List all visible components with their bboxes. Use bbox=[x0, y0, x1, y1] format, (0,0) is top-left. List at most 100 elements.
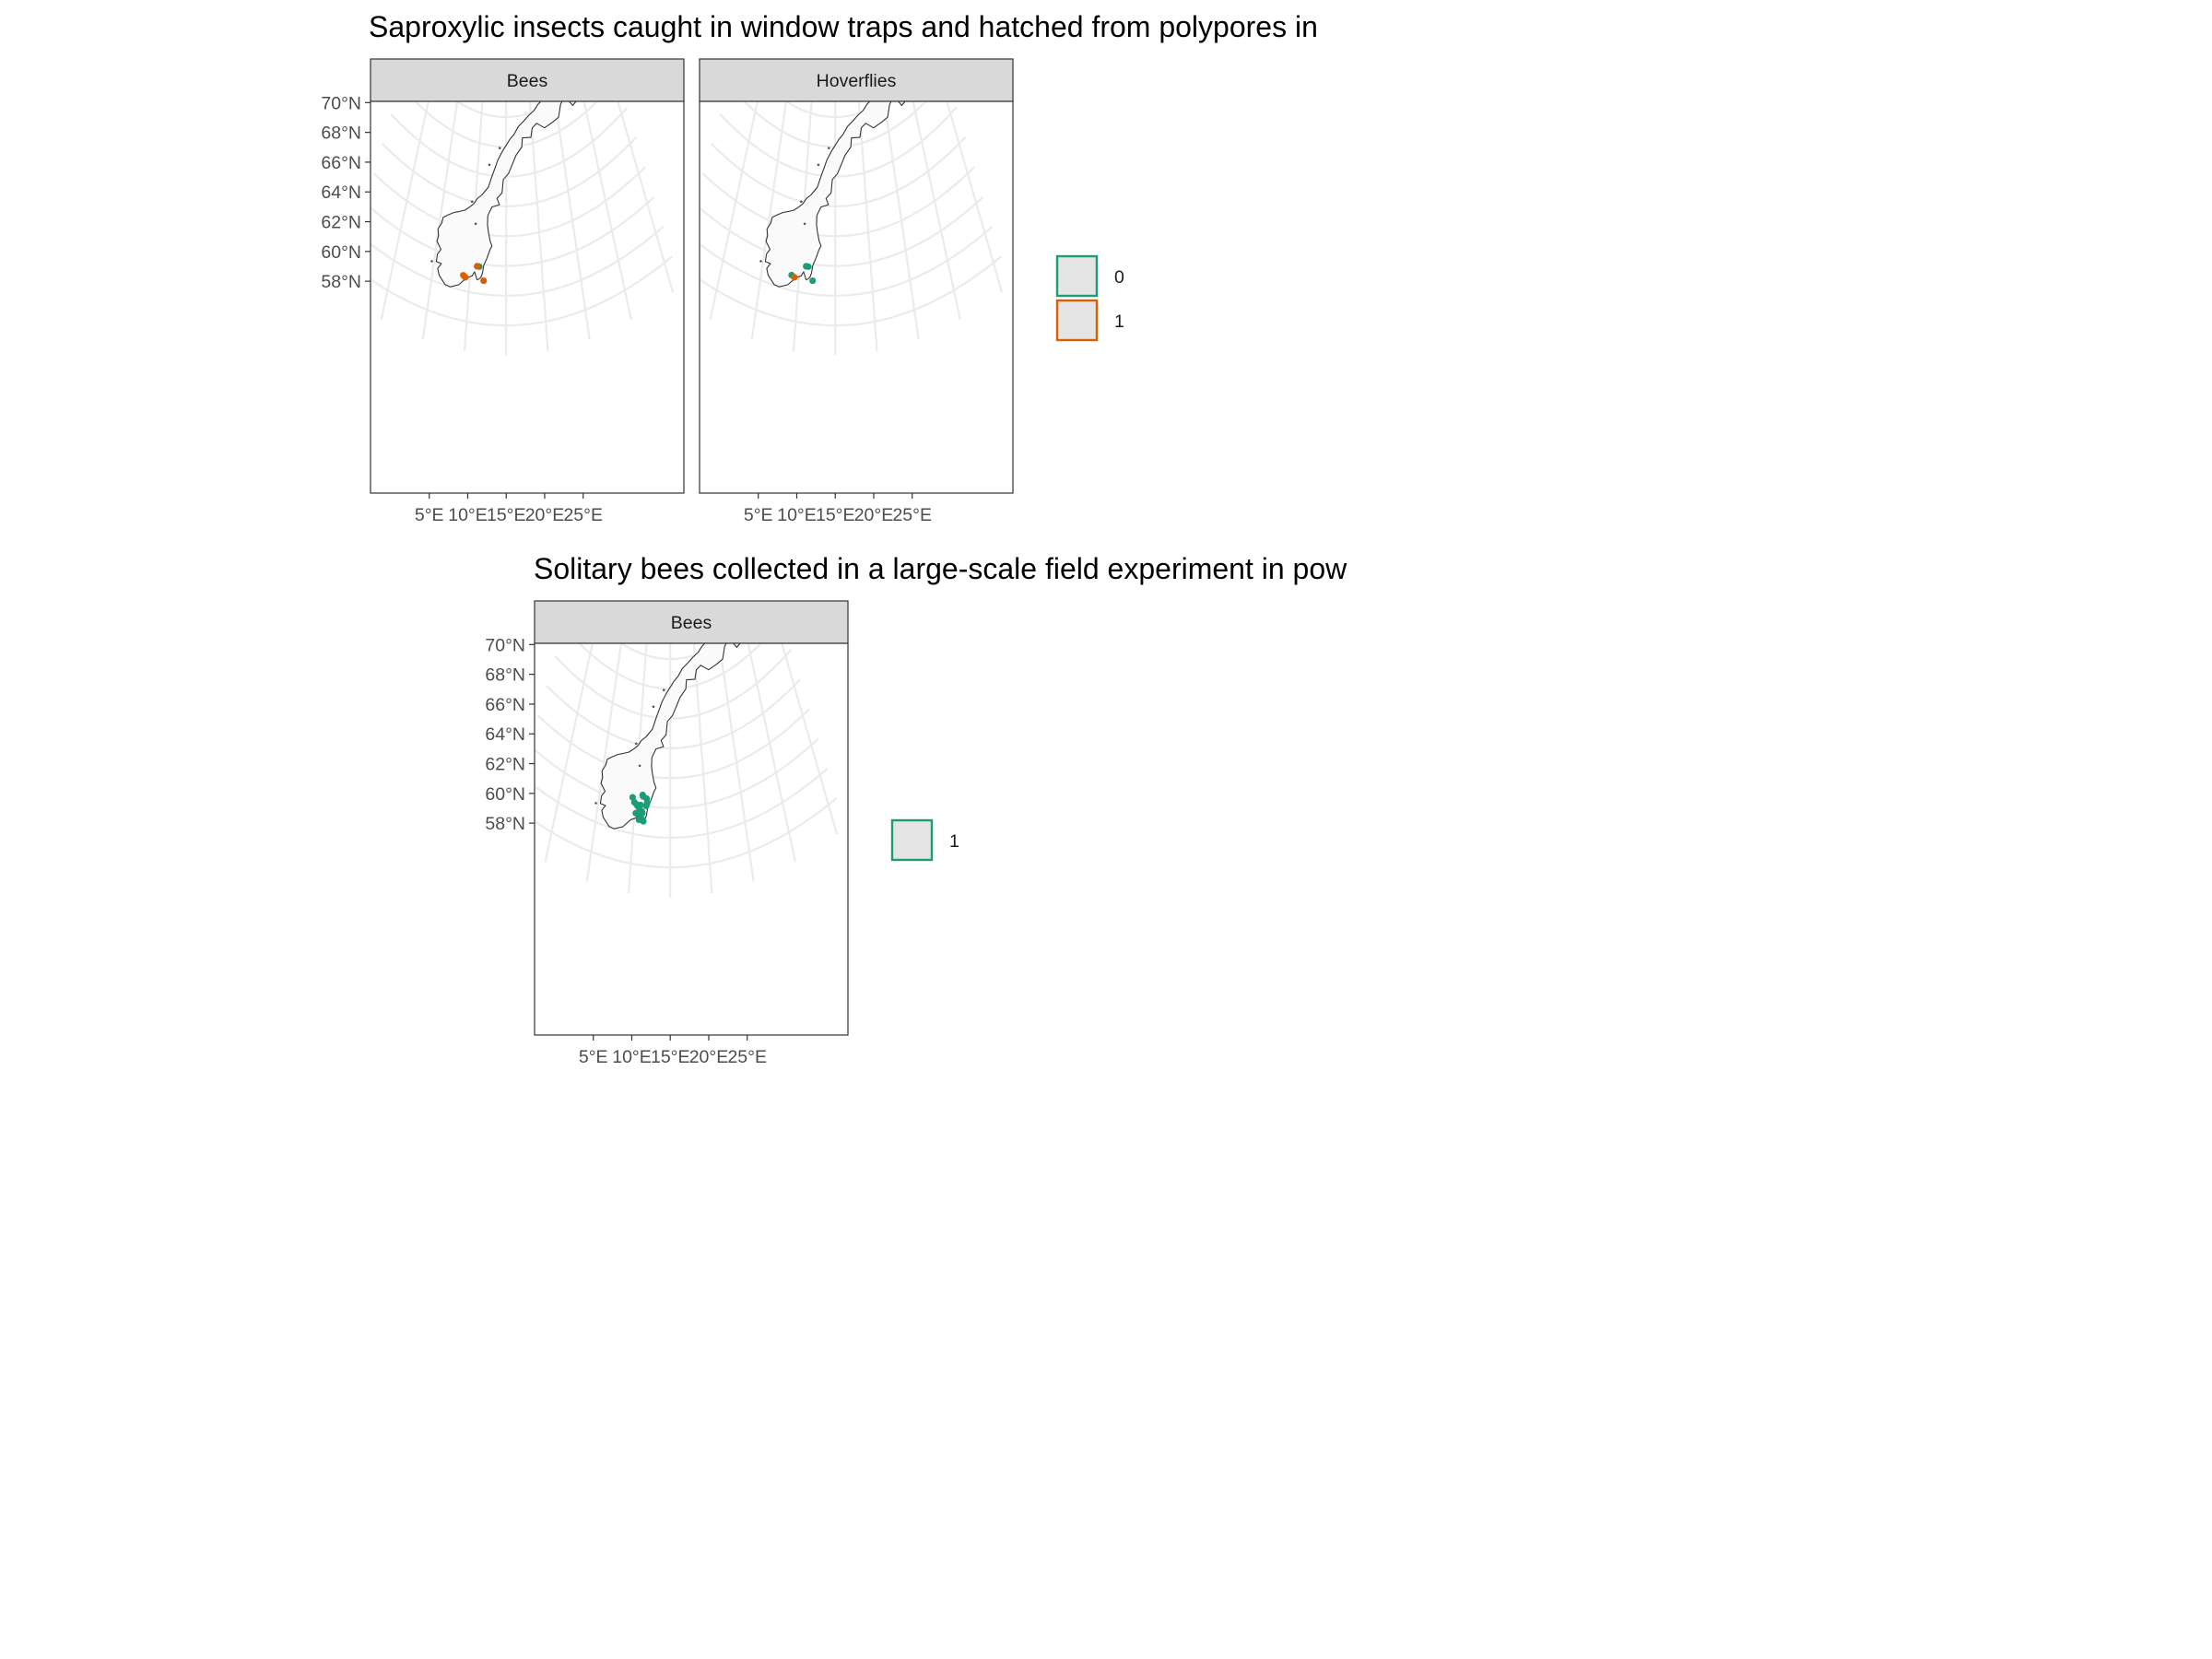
parallel-gridline bbox=[535, 737, 819, 809]
lon-tick-label: 10°E bbox=[777, 505, 817, 525]
legend-label: 0 bbox=[1114, 267, 1124, 288]
parallel-gridline bbox=[700, 195, 984, 267]
legend-label: 1 bbox=[949, 831, 959, 852]
sample-point bbox=[639, 809, 646, 817]
legend-key bbox=[1055, 299, 1099, 342]
meridian-gridline bbox=[617, 101, 675, 293]
meridian-gridline bbox=[582, 101, 632, 321]
strip-label: Hoverflies bbox=[817, 71, 897, 91]
lat-tick-label: 70°N bbox=[485, 635, 525, 655]
lon-tick-label: 20°E bbox=[689, 1047, 729, 1067]
meridian-gridline bbox=[750, 101, 788, 340]
parallel-gridline bbox=[719, 106, 958, 178]
island-mark bbox=[652, 705, 655, 709]
legend-key bbox=[1055, 254, 1099, 298]
panel-area bbox=[700, 101, 1013, 493]
lat-tick-label: 58°N bbox=[321, 272, 361, 292]
sample-point bbox=[643, 799, 651, 807]
island-mark bbox=[662, 688, 665, 691]
sample-point bbox=[791, 274, 798, 281]
parallel-gridline bbox=[371, 255, 674, 327]
island-mark bbox=[498, 147, 501, 149]
meridian-gridline bbox=[528, 101, 549, 352]
meridian-gridline bbox=[692, 643, 713, 894]
island-mark bbox=[638, 764, 641, 768]
island-mark bbox=[759, 260, 762, 263]
sample-point bbox=[462, 274, 469, 281]
panel-border bbox=[534, 642, 849, 1036]
island-mark bbox=[803, 222, 806, 226]
lat-tick-label: 68°N bbox=[321, 124, 361, 144]
parallel-gridline bbox=[700, 255, 1003, 327]
lon-tick-label: 15°E bbox=[487, 505, 526, 525]
lat-tick-label: 66°N bbox=[485, 695, 525, 715]
sample-point bbox=[474, 263, 481, 270]
lat-tick-label: 70°N bbox=[321, 93, 361, 113]
parallel-gridline bbox=[372, 166, 646, 238]
panel-background bbox=[700, 101, 1013, 493]
lon-tick-label: 10°E bbox=[612, 1047, 652, 1067]
norway-outline bbox=[764, 101, 906, 288]
sample-point bbox=[632, 809, 640, 817]
panel-area bbox=[535, 643, 848, 1035]
meridian-gridline bbox=[912, 101, 961, 321]
lon-tick-label: 15°E bbox=[651, 1047, 690, 1067]
strip-label: Bees bbox=[507, 71, 548, 91]
lat-tick-label: 64°N bbox=[321, 182, 361, 203]
meridian-gridline bbox=[554, 101, 591, 340]
lon-tick-label: 25°E bbox=[563, 505, 603, 525]
island-mark bbox=[817, 163, 820, 167]
meridian-gridline bbox=[718, 643, 755, 882]
island-mark bbox=[470, 200, 474, 204]
lon-tick-label: 20°E bbox=[525, 505, 565, 525]
island-mark bbox=[430, 260, 433, 263]
panel-border bbox=[699, 100, 1014, 494]
meridian-gridline bbox=[544, 643, 594, 863]
island-mark bbox=[827, 147, 830, 149]
lon-tick-label: 25°E bbox=[892, 505, 932, 525]
lon-tick-label: 5°E bbox=[579, 1047, 608, 1067]
sample-point bbox=[480, 277, 488, 285]
lat-tick-label: 60°N bbox=[321, 242, 361, 263]
lon-tick-label: 5°E bbox=[744, 505, 773, 525]
island-mark bbox=[488, 163, 491, 167]
panel-background bbox=[371, 101, 684, 493]
meridian-gridline bbox=[781, 643, 839, 835]
parallel-gridline bbox=[711, 136, 967, 207]
meridian-gridline bbox=[380, 101, 429, 321]
parallel-gridline bbox=[382, 136, 638, 207]
lon-tick-label: 5°E bbox=[415, 505, 444, 525]
map-panel: Hoverflies 5°E 10°E 15°E 20°E 25°E bbox=[699, 58, 1014, 525]
lat-tick-label: 66°N bbox=[321, 153, 361, 173]
lon-tick-label: 25°E bbox=[727, 1047, 767, 1067]
parallel-gridline bbox=[546, 678, 802, 749]
island-mark bbox=[474, 222, 477, 226]
parallel-gridline bbox=[536, 708, 810, 780]
strip-label: Bees bbox=[671, 613, 712, 633]
strip-background bbox=[534, 600, 849, 644]
sample-point bbox=[809, 277, 817, 285]
island-mark bbox=[634, 742, 638, 746]
lat-tick-label: 64°N bbox=[485, 724, 525, 745]
lat-tick-label: 58°N bbox=[485, 814, 525, 834]
sample-point bbox=[805, 263, 812, 270]
map-panel: Bees 58°N 60°N 62°N 64°N 66°N 68°N 70°N 5°E 10°E 1… bbox=[485, 600, 849, 1067]
lat-tick-label: 68°N bbox=[485, 665, 525, 686]
meridian-gridline bbox=[857, 101, 878, 352]
norway-outline bbox=[435, 101, 577, 288]
lat-tick-label: 62°N bbox=[321, 213, 361, 233]
norway-outline bbox=[599, 643, 741, 830]
sample-point bbox=[629, 794, 637, 801]
meridian-gridline bbox=[585, 643, 623, 882]
map-figure: Saproxylic insects caught in window trap… bbox=[321, 10, 1347, 1067]
lon-tick-label: 20°E bbox=[854, 505, 894, 525]
parallel-gridline bbox=[390, 106, 629, 178]
panel-area bbox=[371, 101, 684, 493]
section-title: Saproxylic insects caught in window trap… bbox=[369, 10, 1318, 43]
section-title: Solitary bees collected in a large-scale… bbox=[534, 552, 1347, 585]
parallel-gridline bbox=[535, 767, 829, 839]
legend-label: 1 bbox=[1114, 312, 1124, 332]
parallel-gridline bbox=[454, 101, 558, 119]
parallel-gridline bbox=[371, 195, 655, 267]
parallel-gridline bbox=[701, 166, 975, 238]
